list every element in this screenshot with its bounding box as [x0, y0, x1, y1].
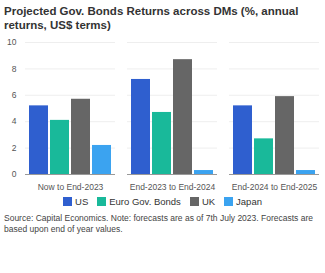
- svg-text:2: 2: [12, 143, 17, 153]
- svg-text:8: 8: [12, 64, 17, 74]
- svg-text:Now to End-2023: Now to End-2023: [38, 182, 104, 192]
- svg-text:0: 0: [12, 169, 17, 179]
- html-text:Projected Gov. Bonds Returns a: Projected Gov. Bonds Returns across DMs …: [4, 5, 299, 31]
- html-text:Source: Capital Economics. Not: Source: Capital Economics. Note: forecas…: [4, 213, 313, 234]
- html-text:UK: UK: [201, 196, 216, 207]
- svg-text:6: 6: [12, 90, 17, 100]
- html-text:Euro Gov. Bonds: Euro Gov. Bonds: [109, 196, 181, 207]
- svg-text:End-2024 to End-2025: End-2024 to End-2025: [232, 182, 318, 192]
- svg-text:4: 4: [12, 116, 17, 126]
- html-text:US: US: [75, 196, 89, 207]
- html-text:Japan: Japan: [236, 196, 262, 207]
- svg-text:10: 10: [7, 37, 17, 47]
- svg-text:End-2023 to End-2024: End-2023 to End-2024: [130, 182, 216, 192]
